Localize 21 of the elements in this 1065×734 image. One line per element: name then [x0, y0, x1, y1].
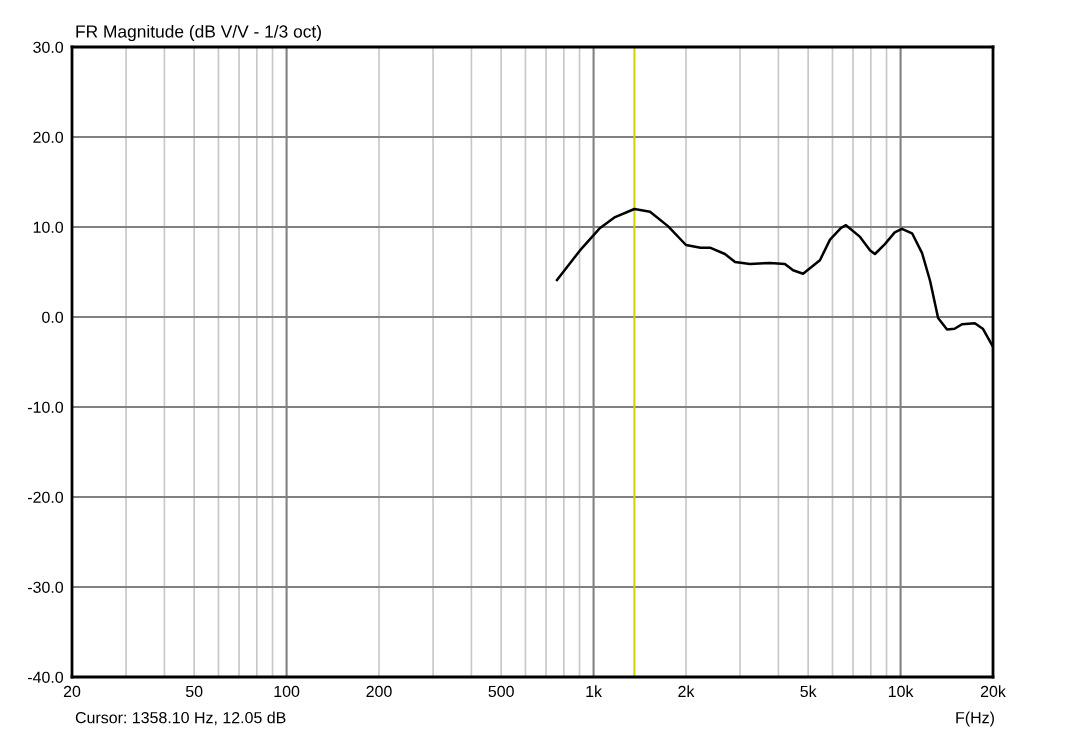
x-tick-label: 50 [185, 685, 203, 698]
x-tick-label: 500 [488, 685, 514, 698]
y-tick-label: -10.0 [27, 401, 64, 413]
x-tick-label: 5k [800, 685, 817, 698]
x-tick-label: 20 [63, 685, 81, 698]
x-tick-label: 200 [366, 685, 392, 698]
y-tick-label: -20.0 [27, 491, 64, 503]
y-tick-label: -40.0 [27, 671, 64, 683]
y-tick-label: 10.0 [33, 221, 64, 233]
text: Cursor: 1358.10 Hz, 12.05 dB [75, 711, 286, 726]
chart-title: FR Magnitude (dB V/V - 1/3 oct) [76, 24, 321, 42]
y-tick-label: 30.0 [33, 41, 64, 53]
y-tick-label: 20.0 [33, 131, 64, 143]
x-tick-label: 10k [888, 685, 914, 698]
y-tick-label: -30.0 [27, 581, 64, 593]
y-tick-label: 0.0 [42, 311, 64, 323]
x-tick-label: 100 [274, 685, 300, 698]
x-tick-label: 20k [980, 685, 1006, 698]
x-tick-label: 1k [586, 685, 603, 697]
x-axis-title: F(Hz) [956, 711, 994, 727]
x-tick-label: 2k [678, 685, 695, 697]
